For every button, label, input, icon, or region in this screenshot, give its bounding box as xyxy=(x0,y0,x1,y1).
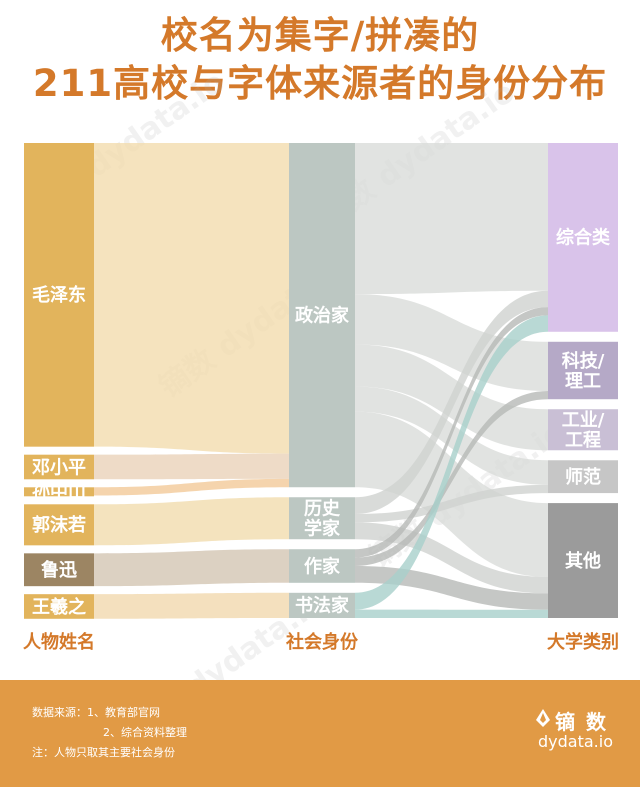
label-mao: 毛泽东 xyxy=(32,284,86,306)
node-industry xyxy=(548,409,618,451)
node-science xyxy=(548,341,618,400)
link-politician-comprehensive xyxy=(355,143,548,295)
node-lu xyxy=(24,553,94,587)
node-comprehensive xyxy=(548,143,618,332)
node-writer xyxy=(289,549,355,583)
link-deng-politician xyxy=(94,453,289,480)
node-historian xyxy=(289,497,355,540)
sankey-nodes xyxy=(24,143,618,619)
label-science: 科技/理工 xyxy=(562,350,605,392)
label-politician: 政治家 xyxy=(295,304,350,326)
column-label: 大学类别 xyxy=(547,631,619,653)
node-wang xyxy=(24,594,94,619)
column-label: 社会身份 xyxy=(286,631,359,653)
link-sun-politician xyxy=(94,478,289,496)
label-guo: 郭沫若 xyxy=(32,514,86,536)
title-line-2: 211高校与字体来源者的身份分布 xyxy=(32,62,608,105)
source-note: 注：人物只取其主要社会身份 xyxy=(32,746,175,759)
brand-logo-icon xyxy=(536,709,550,727)
label-calligrapher: 书法家 xyxy=(295,595,350,617)
chart-title: 校名为集字/拼凑的 211高校与字体来源者的身份分布 xyxy=(0,12,640,108)
label-wang: 王羲之 xyxy=(32,596,86,618)
node-guo xyxy=(24,504,94,546)
sankey-links xyxy=(94,143,548,619)
column-labels: 人物姓名 社会身份 大学类别 xyxy=(23,631,619,653)
link-calligrapher-comprehensive xyxy=(355,315,548,610)
link-historian-comprehensive xyxy=(355,290,548,515)
link-calligrapher-other xyxy=(355,609,548,618)
brand-name: 镝 数 xyxy=(555,710,608,734)
label-comprehensive: 综合类 xyxy=(556,227,611,249)
label-deng: 邓小平 xyxy=(32,457,86,478)
link-politician-other xyxy=(355,411,548,577)
node-mao xyxy=(24,143,94,447)
node-normal xyxy=(548,460,618,494)
node-calligrapher xyxy=(289,592,355,618)
label-industry: 工业/工程 xyxy=(562,410,605,451)
link-mao-politician xyxy=(94,143,289,454)
link-guo-historian xyxy=(94,497,289,546)
label-sun: 孙中山 xyxy=(32,481,86,503)
source-line-1: 数据来源：1、教育部官网 xyxy=(32,706,160,719)
column-label: 人物姓名 xyxy=(23,631,95,653)
node-deng xyxy=(24,454,94,480)
label-normal: 师范 xyxy=(565,466,601,488)
link-wang-calligrapher xyxy=(94,592,289,619)
node-other xyxy=(548,503,618,618)
source-line-2: 2、综合资料整理 xyxy=(103,726,187,739)
brand-url: dydata.io xyxy=(538,732,613,751)
label-writer: 作家 xyxy=(304,555,341,577)
link-writer-comprehensive xyxy=(355,307,548,558)
link-lu-writer xyxy=(94,549,289,587)
node-politician xyxy=(289,143,355,488)
link-historian-normal xyxy=(355,484,548,523)
link-writer-science xyxy=(355,391,548,567)
label-historian: 历史学家 xyxy=(304,498,341,540)
label-other: 其他 xyxy=(565,550,601,572)
footer: 数据来源：1、教育部官网 2、综合资料整理 注：人物只取其主要社会身份 xyxy=(0,680,640,787)
node-sun xyxy=(24,487,94,497)
title-line-1: 校名为集字/拼凑的 xyxy=(160,14,480,57)
link-politician-science xyxy=(355,294,548,392)
label-lu: 鲁迅 xyxy=(41,559,78,581)
